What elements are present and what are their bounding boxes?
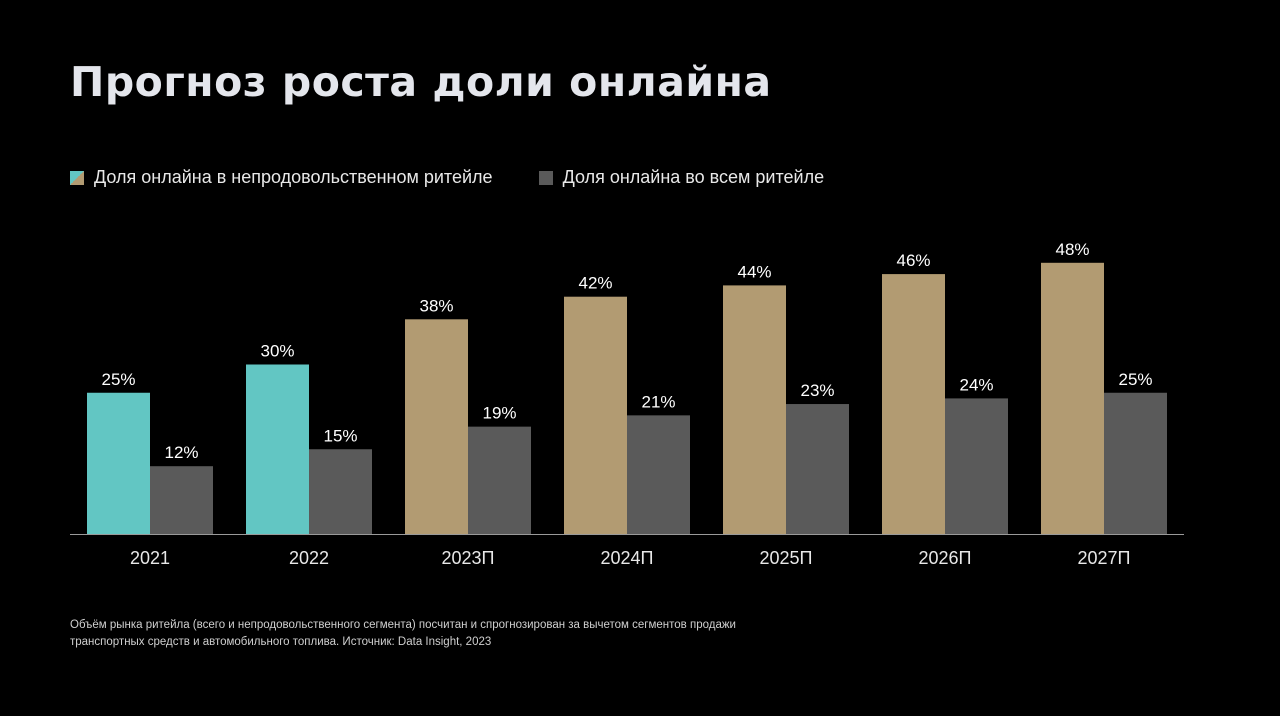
footnote-line-1: Объём рынка ритейла (всего и непродоволь…: [70, 619, 736, 631]
x-tick-label-2022: 2022: [289, 548, 329, 568]
bar-total-2027П: [1104, 392, 1167, 534]
data-label-total-2026П: 24%: [959, 375, 993, 394]
bar-total-2022: [309, 449, 372, 534]
data-label-total-2027П: 25%: [1118, 370, 1152, 389]
bar-total-2023П: [468, 426, 531, 534]
data-label-total-2023П: 19%: [482, 404, 516, 423]
bar-nonfood-2024П: [564, 296, 627, 534]
data-label-nonfood-2025П: 44%: [737, 262, 771, 281]
gray-square-icon: [538, 170, 553, 185]
bar-nonfood-2026П: [882, 274, 945, 534]
data-label-total-2025П: 23%: [800, 381, 834, 400]
footnote: Объём рынка ритейла (всего и непродоволь…: [70, 617, 830, 651]
data-label-nonfood-2023П: 38%: [419, 296, 453, 315]
x-tick-label-2023П: 2023П: [442, 548, 495, 568]
footnote-line-2: транспортных средств и автомобильного то…: [70, 636, 492, 648]
bar-nonfood-2027П: [1041, 262, 1104, 534]
data-label-nonfood-2022: 30%: [260, 342, 294, 361]
bar-nonfood-2023П: [405, 319, 468, 534]
data-label-total-2021: 12%: [164, 443, 198, 462]
bar-total-2026П: [945, 398, 1008, 534]
data-label-total-2024П: 21%: [641, 392, 675, 411]
split-teal-tan-square-icon: [70, 170, 84, 185]
data-label-nonfood-2021: 25%: [101, 370, 135, 389]
legend-label-nonfood: Доля онлайна в непродовольственном ритей…: [94, 167, 493, 187]
bar-total-2024П: [627, 415, 690, 534]
data-label-total-2022: 15%: [323, 426, 357, 445]
bar-nonfood-2021: [87, 392, 150, 534]
chart-legend: Доля онлайна в непродовольственном ритей…: [70, 167, 824, 188]
legend-item-total: Доля онлайна во всем ритейле: [538, 167, 825, 188]
bar-nonfood-2025П: [723, 285, 786, 534]
legend-label-total: Доля онлайна во всем ритейле: [562, 167, 825, 187]
page-title: Прогноз роста доли онлайна: [70, 58, 772, 106]
x-tick-label-2021: 2021: [130, 548, 170, 568]
x-tick-label-2026П: 2026П: [919, 548, 972, 568]
bar-total-2025П: [786, 404, 849, 534]
bar-chart: 25% 12% 2021 30% 15% 2022 38% 19% 2023П 42% 21% 202…: [70, 240, 1184, 568]
x-tick-label-2025П: 2025П: [760, 548, 813, 568]
legend-item-nonfood: Доля онлайна в непродовольственном ритей…: [70, 167, 493, 188]
x-tick-label-2024П: 2024П: [601, 548, 654, 568]
data-label-nonfood-2026П: 46%: [896, 251, 930, 270]
data-label-nonfood-2024П: 42%: [578, 274, 612, 293]
x-tick-label-2027П: 2027П: [1078, 548, 1131, 568]
bar-nonfood-2022: [246, 364, 309, 534]
bar-total-2021: [150, 466, 213, 534]
data-label-nonfood-2027П: 48%: [1055, 240, 1089, 259]
